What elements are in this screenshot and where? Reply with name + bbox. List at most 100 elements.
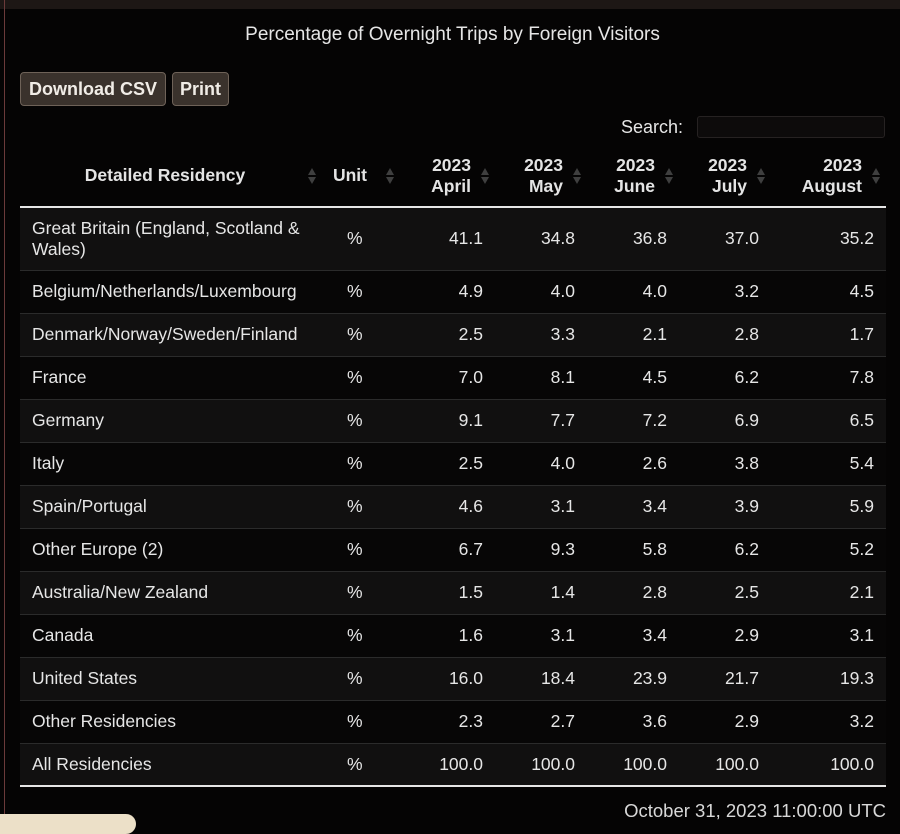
cell-august: 35.2: [771, 207, 886, 271]
cell-april: 6.7: [400, 528, 495, 572]
table-header: Detailed Residency Unit 2023 April 2023 May 20…: [20, 145, 886, 208]
cell-may: 9.3: [495, 528, 587, 572]
cell-residency: United States: [20, 657, 322, 701]
search-input[interactable]: [697, 116, 885, 138]
cell-july: 2.5: [679, 571, 771, 615]
cell-july: 21.7: [679, 657, 771, 701]
sort-icon[interactable]: [757, 167, 765, 185]
cell-june: 36.8: [587, 207, 679, 271]
cell-unit: %: [322, 614, 400, 658]
column-header-april[interactable]: 2023 April: [400, 145, 495, 208]
data-table: Detailed Residency Unit 2023 April 2023 May 20…: [20, 145, 886, 787]
cell-may: 3.1: [495, 485, 587, 529]
cell-june: 3.6: [587, 700, 679, 744]
column-header-sublabel: May: [528, 175, 563, 196]
cell-august: 3.1: [771, 614, 886, 658]
cell-june: 100.0: [587, 743, 679, 787]
cell-may: 34.8: [495, 207, 587, 271]
cell-april: 9.1: [400, 399, 495, 443]
cell-unit: %: [322, 657, 400, 701]
cell-may: 7.7: [495, 399, 587, 443]
cell-july: 37.0: [679, 207, 771, 271]
print-button[interactable]: Print: [172, 72, 229, 106]
sort-icon[interactable]: [308, 167, 316, 185]
column-header-unit[interactable]: Unit: [322, 145, 400, 208]
cell-unit: %: [322, 743, 400, 787]
column-header-july[interactable]: 2023 July: [679, 145, 771, 208]
cell-august: 19.3: [771, 657, 886, 701]
cell-july: 6.9: [679, 399, 771, 443]
cell-july: 2.9: [679, 700, 771, 744]
sort-icon[interactable]: [386, 167, 394, 185]
table-body: Great Britain (England, Scotland & Wales…: [20, 207, 886, 787]
cell-residency: Belgium/Netherlands/Luxembourg: [20, 270, 322, 314]
cell-may: 2.7: [495, 700, 587, 744]
cell-july: 3.8: [679, 442, 771, 486]
cell-residency: Australia/New Zealand: [20, 571, 322, 615]
column-header-residency[interactable]: Detailed Residency: [20, 145, 322, 208]
cell-unit: %: [322, 207, 400, 271]
cell-august: 5.2: [771, 528, 886, 572]
cell-july: 3.9: [679, 485, 771, 529]
cell-august: 3.2: [771, 700, 886, 744]
column-header-label: 2023: [616, 154, 655, 175]
table-row: All Residencies% 100.0 100.0 100.0 100.0 100.…: [20, 743, 886, 787]
search-label: Search:: [621, 117, 684, 137]
cell-residency: Germany: [20, 399, 322, 443]
column-header-sublabel: April: [431, 175, 471, 196]
cell-unit: %: [322, 571, 400, 615]
cell-may: 3.3: [495, 313, 587, 357]
download-csv-button[interactable]: Download CSV: [20, 72, 166, 106]
cell-unit: %: [322, 399, 400, 443]
table-row: Germany% 9.1 7.7 7.2 6.9 6.5: [20, 399, 886, 443]
column-header-june[interactable]: 2023 June: [587, 145, 679, 208]
cell-august: 2.1: [771, 571, 886, 615]
sort-icon[interactable]: [573, 167, 581, 185]
cell-april: 2.5: [400, 313, 495, 357]
column-header-label: 2023: [823, 154, 862, 175]
table-row: Belgium/Netherlands/Luxembourg% 4.9 4.0 4.0…: [20, 270, 886, 314]
cell-june: 4.5: [587, 356, 679, 400]
bottom-tab[interactable]: [0, 814, 136, 834]
sort-icon[interactable]: [872, 167, 880, 185]
cell-april: 2.5: [400, 442, 495, 486]
table-row: Other Residencies% 2.3 2.7 3.6 2.9 3.2: [20, 700, 886, 744]
cell-unit: %: [322, 313, 400, 357]
table-row: Denmark/Norway/Sweden/Finland% 2.5 3.3 2.1 2…: [20, 313, 886, 357]
sort-icon[interactable]: [665, 167, 673, 185]
cell-june: 4.0: [587, 270, 679, 314]
cell-residency: Canada: [20, 614, 322, 658]
column-header-label: 2023: [524, 154, 563, 175]
column-header-label: 2023: [708, 154, 747, 175]
cell-residency: Other Europe (2): [20, 528, 322, 572]
cell-august: 100.0: [771, 743, 886, 787]
cell-unit: %: [322, 270, 400, 314]
cell-april: 1.5: [400, 571, 495, 615]
column-header-label: Unit: [332, 165, 368, 185]
cell-august: 1.7: [771, 313, 886, 357]
table-row: France% 7.0 8.1 4.5 6.2 7.8: [20, 356, 886, 400]
column-header-may[interactable]: 2023 May: [495, 145, 587, 208]
cell-may: 4.0: [495, 442, 587, 486]
cell-june: 5.8: [587, 528, 679, 572]
sort-icon[interactable]: [481, 167, 489, 185]
table-row: Italy% 2.5 4.0 2.6 3.8 5.4: [20, 442, 886, 486]
cell-residency: All Residencies: [20, 743, 322, 787]
column-header-sublabel: August: [801, 175, 862, 196]
cell-residency: France: [20, 356, 322, 400]
table-row: Spain/Portugal% 4.6 3.1 3.4 3.9 5.9: [20, 485, 886, 529]
cell-august: 4.5: [771, 270, 886, 314]
cell-april: 7.0: [400, 356, 495, 400]
cell-august: 5.4: [771, 442, 886, 486]
cell-july: 6.2: [679, 356, 771, 400]
page-title: Percentage of Overnight Trips by Foreign…: [245, 24, 660, 45]
table-row: Great Britain (England, Scotland & Wales…: [20, 207, 886, 271]
cell-may: 3.1: [495, 614, 587, 658]
cell-april: 4.6: [400, 485, 495, 529]
column-header-label: Detailed Residency: [84, 165, 246, 185]
column-header-august[interactable]: 2023 August: [771, 145, 886, 208]
cell-june: 2.1: [587, 313, 679, 357]
cell-july: 3.2: [679, 270, 771, 314]
cell-august: 7.8: [771, 356, 886, 400]
column-header-sublabel: July: [711, 175, 747, 196]
